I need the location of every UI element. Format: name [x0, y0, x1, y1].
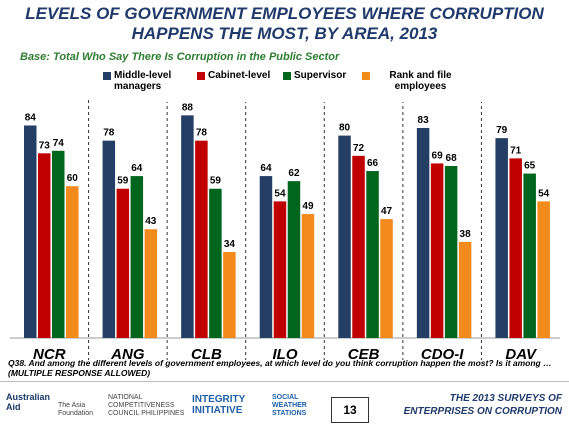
survey-title: THE 2013 SURVEYS OF ENTERPRISES ON CORRU… [403, 393, 562, 417]
value-label: 78 [103, 128, 115, 139]
value-label: 59 [210, 176, 222, 187]
value-label: 79 [496, 125, 508, 136]
value-label: 78 [196, 128, 208, 139]
bar [537, 201, 550, 338]
legend-entry: Rank and file employees [362, 70, 468, 92]
value-label: 43 [145, 216, 157, 227]
value-label: 66 [367, 158, 379, 169]
logo: The Asia Foundation [58, 402, 94, 417]
value-label: 71 [510, 145, 522, 156]
value-label: 84 [25, 112, 37, 123]
legend-swatch [362, 72, 370, 80]
bar [116, 188, 130, 338]
bar [66, 186, 79, 338]
bar [338, 135, 351, 338]
legend-entry: Cabinet-level [197, 70, 288, 81]
bar [52, 150, 65, 338]
value-label: 65 [524, 161, 536, 172]
value-label: 38 [460, 229, 472, 240]
legend-swatch [103, 72, 111, 80]
bar [181, 115, 194, 338]
legend-entry: Supervisor [283, 70, 364, 81]
x-tick-label: CEB [348, 346, 380, 360]
legend: Middle-level managers Cabinet-level Superv… [98, 66, 493, 102]
value-label: 83 [418, 115, 430, 126]
bar [24, 125, 37, 338]
value-label: 74 [53, 138, 65, 149]
bar [223, 251, 236, 338]
value-label: 64 [260, 163, 272, 174]
legend-entry: Middle-level managers [103, 70, 194, 92]
x-tick-label: NCR [33, 346, 66, 360]
logo: Australian Aid [6, 392, 51, 412]
bar [144, 229, 158, 338]
x-tick-label: CDO-I [421, 346, 464, 360]
bar [509, 158, 522, 338]
legend-label: Rank and file employees [389, 70, 452, 92]
legend-swatch [197, 72, 205, 80]
bar [273, 201, 287, 338]
bar [495, 138, 508, 338]
question-note: Q38. And among the different levels of g… [8, 358, 552, 378]
value-label: 34 [224, 239, 236, 250]
bar [416, 128, 430, 338]
bar [444, 165, 458, 338]
value-label: 62 [288, 168, 300, 179]
bar [352, 155, 365, 338]
x-tick-label: CLB [191, 346, 222, 360]
bar [458, 241, 472, 338]
value-label: 47 [381, 206, 393, 217]
logo: SOCIAL WEATHER STATIONS [272, 394, 307, 417]
value-label: 49 [302, 201, 314, 212]
value-label: 88 [182, 102, 194, 113]
legend-label: Cabinet-level [208, 70, 271, 81]
bar [195, 140, 208, 338]
value-label: 69 [432, 150, 444, 161]
chart-subtitle: Base: Total Who Say There Is Corruption … [20, 51, 340, 63]
bar [287, 181, 301, 338]
bar [209, 188, 222, 338]
logo: NATIONAL COMPETITIVENESS COUNCIL PHILIPP… [108, 394, 185, 417]
bar [130, 176, 144, 338]
legend-swatch [283, 72, 291, 80]
bar [301, 214, 315, 338]
bar [38, 153, 51, 338]
value-label: 72 [353, 143, 365, 154]
bar [523, 173, 536, 338]
chart-title: LEVELS OF GOVERNMENT EMPLOYEES WHERE COR… [25, 4, 544, 43]
x-tick-label: ILO [273, 346, 298, 360]
bar [102, 140, 116, 338]
value-label: 80 [339, 123, 351, 134]
bar [259, 176, 273, 338]
value-label: 64 [131, 163, 143, 174]
x-tick-label: ANG [110, 346, 145, 360]
value-label: 54 [538, 188, 550, 199]
value-label: 73 [39, 140, 51, 151]
bar [430, 163, 444, 338]
value-label: 59 [117, 176, 129, 187]
page-number: 13 [331, 397, 369, 423]
value-label: 54 [274, 188, 286, 199]
value-label: 60 [67, 173, 79, 184]
bar [366, 171, 379, 338]
legend-label: Middle-level managers [114, 70, 172, 92]
x-tick-label: DAV [505, 346, 538, 360]
bar [380, 219, 393, 338]
footer: Australian Aid The Asia Foundation NATIO… [0, 381, 569, 432]
legend-label: Supervisor [294, 70, 347, 81]
logo: INTEGRITY INITIATIVE [192, 394, 246, 416]
value-label: 68 [446, 153, 458, 164]
